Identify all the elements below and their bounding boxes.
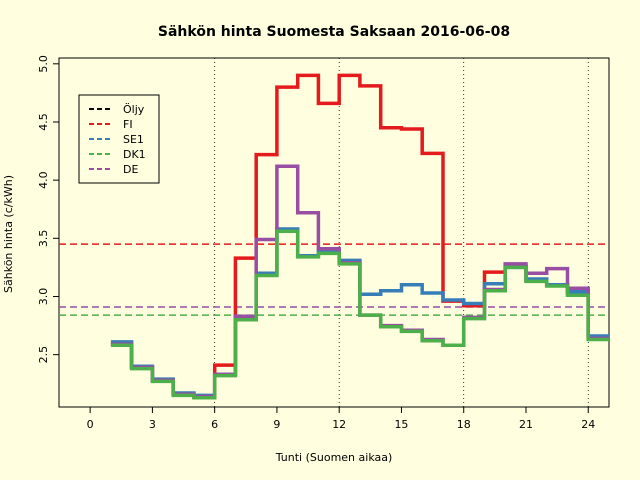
y-axis-label: Sähkön hinta (c/kWh) [2, 175, 15, 293]
x-tick-label: 12 [332, 418, 346, 431]
legend-label: SE1 [123, 133, 144, 146]
series-fi [110, 73, 609, 399]
plot-frame [58, 57, 610, 408]
y-tick-label: 3.5 [37, 230, 50, 248]
x-tick-label: 3 [149, 418, 156, 431]
x-tick-label: 9 [273, 418, 280, 431]
plot-area: 0 3 6 9 12 15 18 21 24 2.5 3.0 3.5 4.0 4.5 5.0 [37, 55, 610, 431]
chart-title: Sähkön hinta Suomesta Saksaan 2016-06-08 [158, 24, 510, 40]
x-tick-label: 24 [581, 418, 595, 431]
legend-label: DE [123, 163, 138, 176]
y-tick-label: 4.0 [37, 171, 50, 189]
x-tick-label: 6 [211, 418, 218, 431]
y-tick-label: 5.0 [37, 55, 50, 73]
x-axis-label: Tunti (Suomen aikaa) [275, 451, 393, 464]
legend-label: DK1 [123, 148, 146, 161]
x-tick-label: 18 [457, 418, 471, 431]
y-tick-label: 2.5 [37, 346, 50, 364]
y-tick-label: 3.0 [37, 288, 50, 306]
legend-label: FI [123, 118, 133, 131]
x-tick-label: 15 [394, 418, 408, 431]
y-tick-label: 4.5 [37, 113, 50, 131]
legend: Öljy FI SE1 DK1 DE [78, 94, 160, 184]
legend-label: Öljy [123, 103, 145, 116]
x-tick-label: 21 [519, 418, 533, 431]
x-tick-label: 0 [87, 418, 94, 431]
series-dk1 [110, 229, 609, 400]
